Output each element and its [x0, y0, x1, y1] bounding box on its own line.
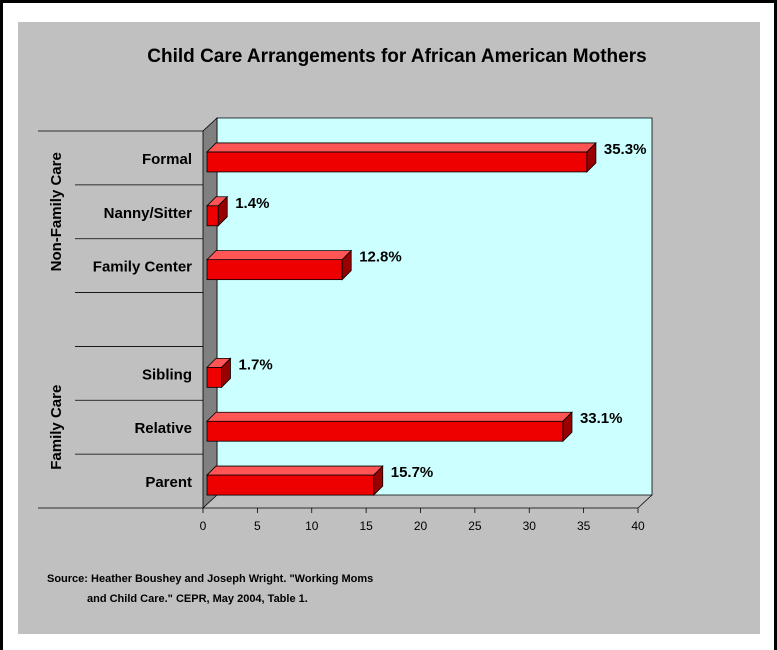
bar [206, 259, 343, 281]
bar-top [206, 411, 573, 422]
tick-label: 40 [631, 519, 645, 533]
bar-side [221, 357, 231, 389]
tick-label: 15 [359, 519, 373, 533]
data-label: 35.3% [604, 141, 647, 158]
category-label: Formal [142, 151, 192, 168]
source-line-2: and Child Care." CEPR, May 2004, Table 1… [87, 593, 308, 605]
data-label: 15.7% [391, 464, 434, 481]
data-label: 33.1% [580, 410, 623, 427]
source-line-1: Source: Heather Boushey and Joseph Wrigh… [47, 573, 373, 585]
tick-label: 25 [468, 519, 482, 533]
data-label: 12.8% [359, 249, 402, 266]
tick-label: 5 [254, 519, 261, 533]
tick-label: 35 [577, 519, 591, 533]
category-label: Sibling [142, 366, 192, 383]
tick-label: 0 [200, 519, 207, 533]
value-axis: 0 5 10 15 20 25 30 35 40 [200, 508, 645, 533]
bar-top [206, 250, 353, 261]
category-label: Family Center [93, 259, 192, 276]
group-label: Non-Family Care [48, 152, 65, 271]
bar [206, 366, 222, 388]
group-label: Family Care [48, 385, 65, 470]
chart-title: Child Care Arrangements for African Amer… [147, 46, 646, 67]
tick-label: 20 [414, 519, 428, 533]
bar-top [206, 142, 597, 153]
plot-side-wall [202, 117, 218, 509]
bar [206, 151, 588, 173]
bar [206, 205, 219, 227]
category-label: Relative [134, 420, 192, 437]
data-label: 1.7% [238, 356, 272, 373]
tick-label: 10 [305, 519, 319, 533]
plot-area [202, 117, 653, 509]
bar-side [586, 141, 597, 173]
tick-label: 30 [523, 519, 537, 533]
bar-side [217, 195, 228, 227]
data-label: 1.4% [235, 195, 269, 212]
bars: 35.3% 1.4% 12.8% 1.7% 33.1% 15.7% [206, 141, 647, 497]
category-axis: Non-Family Care Family Care Formal Nanny/Si… [38, 130, 203, 509]
bar-side [341, 249, 352, 281]
bar-side [373, 465, 384, 497]
category-label: Parent [145, 474, 192, 491]
bar-top [206, 465, 384, 476]
plot-floor-corner [637, 494, 653, 509]
category-label: Nanny/Sitter [104, 205, 193, 222]
bar [206, 420, 564, 442]
bar [206, 474, 375, 496]
bar-side [562, 411, 573, 443]
